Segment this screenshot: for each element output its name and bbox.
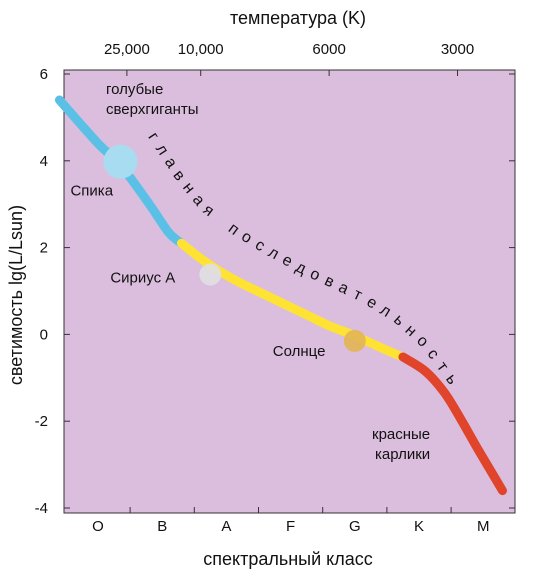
top-tick-label: 10,000 — [178, 41, 224, 58]
y-tick-label: -2 — [35, 413, 48, 430]
x-tick-label: B — [157, 518, 167, 535]
y-axis-ticks: 6 4 2 0 -2 -4 — [35, 66, 515, 517]
annotation-red-dwarfs-line2: карлики — [375, 446, 430, 463]
x-tick-label: G — [349, 518, 361, 535]
star-label: Спика — [70, 183, 113, 200]
main-sequence-segment-2 — [398, 352, 507, 496]
top-axis-title: температура (K) — [230, 8, 366, 28]
star-label: Сириус А — [110, 270, 175, 287]
y-tick-label: -4 — [35, 500, 48, 517]
y-axis-title: светимость lg(L/Lsun) — [6, 205, 26, 385]
x-tick-label: F — [286, 518, 295, 535]
star-label: Солнце — [273, 343, 326, 360]
annotation-red-dwarfs-line1: красные — [372, 426, 430, 443]
x-tick-label: O — [92, 518, 104, 535]
top-axis-ticks: 25,000 10,000 6000 3000 — [104, 41, 474, 76]
annotation-blue-supergiants-line2: сверхгиганты — [106, 101, 199, 118]
star-markers: Спика Сириус А Солнце — [70, 144, 366, 360]
top-tick-label: 3000 — [441, 41, 474, 58]
annotation-blue-supergiants-line1: голубые — [106, 81, 163, 98]
main-sequence-segment-0 — [54, 95, 186, 248]
x-tick-label: A — [221, 518, 231, 535]
star-marker — [343, 329, 366, 352]
annotations: голубые сверхгиганты красные карлики — [106, 81, 430, 463]
y-tick-label: 6 — [40, 66, 48, 83]
x-tick-label: K — [414, 518, 424, 535]
plot-area — [63, 69, 516, 514]
top-tick-label: 6000 — [312, 41, 345, 58]
y-tick-label: 0 — [40, 326, 48, 343]
top-tick-label: 25,000 — [104, 41, 150, 58]
x-tick-label: M — [477, 518, 490, 535]
star-marker — [199, 263, 222, 286]
star-marker — [103, 144, 138, 179]
x-axis-title: спектральный класс — [203, 549, 373, 569]
y-tick-label: 2 — [40, 240, 48, 257]
y-tick-label: 4 — [40, 153, 48, 170]
